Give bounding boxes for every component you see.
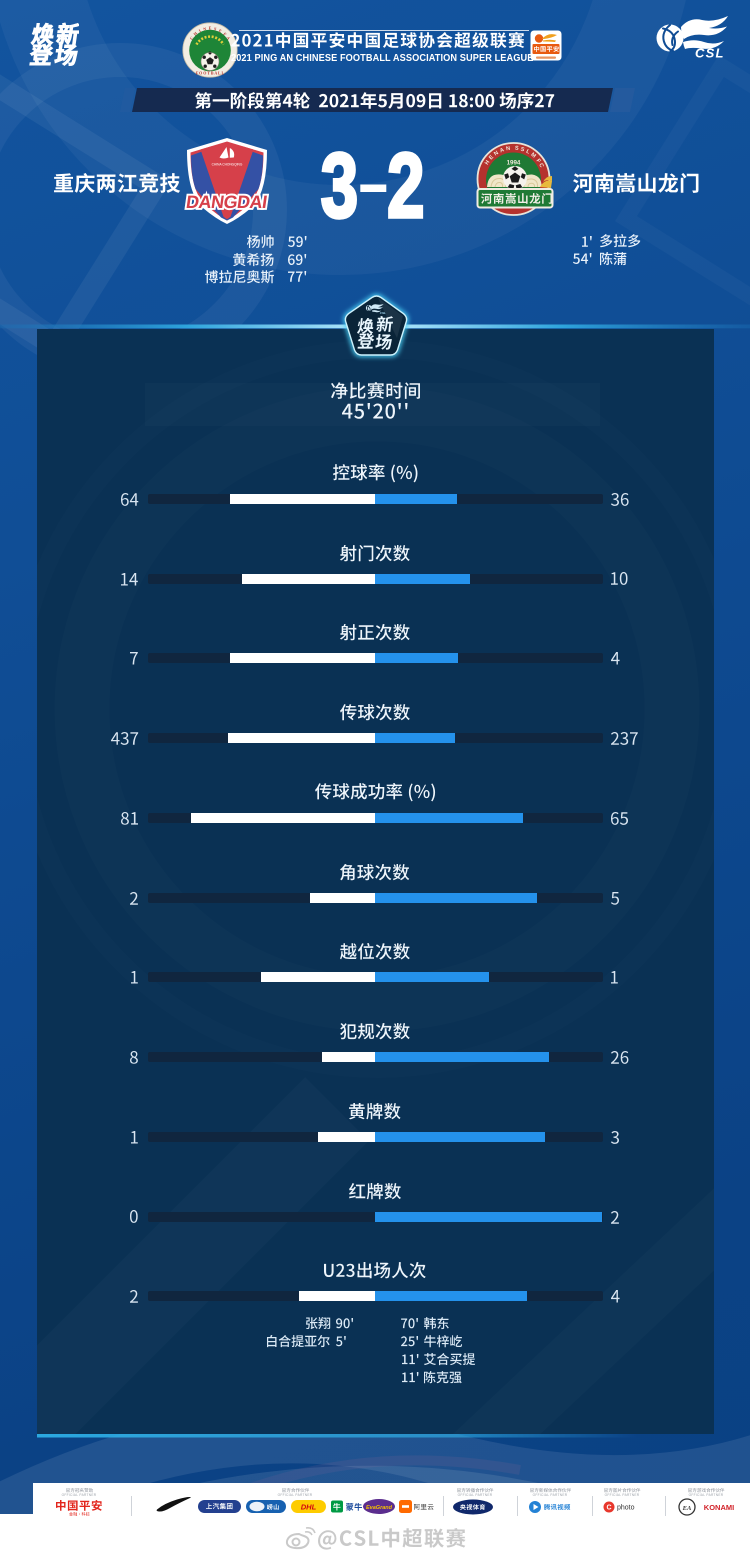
svg-text:1994: 1994 (507, 160, 521, 167)
svg-text:S: S (520, 147, 526, 154)
svg-text:DANGDAI: DANGDAI (185, 192, 268, 212)
svg-text:E: E (209, 26, 212, 31)
svg-text:EvaGrand: EvaGrand (366, 1505, 393, 1511)
svg-text:DHL: DHL (301, 1503, 317, 1512)
svg-text:I: I (198, 28, 202, 33)
svg-text:S: S (214, 26, 218, 32)
svg-text:CSL: CSL (380, 311, 386, 315)
svg-text:2: 2 (387, 140, 424, 230)
svg-text:N: N (493, 150, 500, 157)
svg-text:F: F (222, 31, 228, 37)
svg-text:CSL: CSL (695, 46, 725, 61)
svg-text:DANGDAI: DANGDAI (185, 192, 268, 212)
svg-text:photo: photo (617, 1505, 635, 1512)
svg-text:C: C (189, 35, 195, 40)
svg-text:N: N (506, 146, 511, 153)
svg-text:H: H (192, 30, 198, 36)
svg-text:F O O T B A L L: F O O T B A L L (196, 71, 225, 76)
svg-text:F: F (535, 158, 542, 165)
svg-text:KONAMI: KONAMI (704, 1503, 734, 1512)
svg-text:3: 3 (321, 140, 358, 230)
svg-text:N: N (203, 26, 207, 32)
svg-text:C: C (537, 163, 544, 169)
svg-text:H: H (484, 160, 491, 167)
svg-text:A: A (499, 147, 505, 154)
svg-text:S: S (515, 146, 520, 152)
svg-text:C: C (606, 1504, 611, 1511)
svg-text:CHINA CHONGQING: CHINA CHONGQING (212, 163, 243, 167)
svg-text:E: E (218, 28, 223, 34)
svg-text:E: E (488, 154, 495, 161)
svg-text:A: A (225, 35, 231, 40)
svg-text:L: L (525, 149, 531, 156)
svg-text:M: M (529, 152, 537, 160)
svg-text:EA: EA (682, 1505, 692, 1512)
